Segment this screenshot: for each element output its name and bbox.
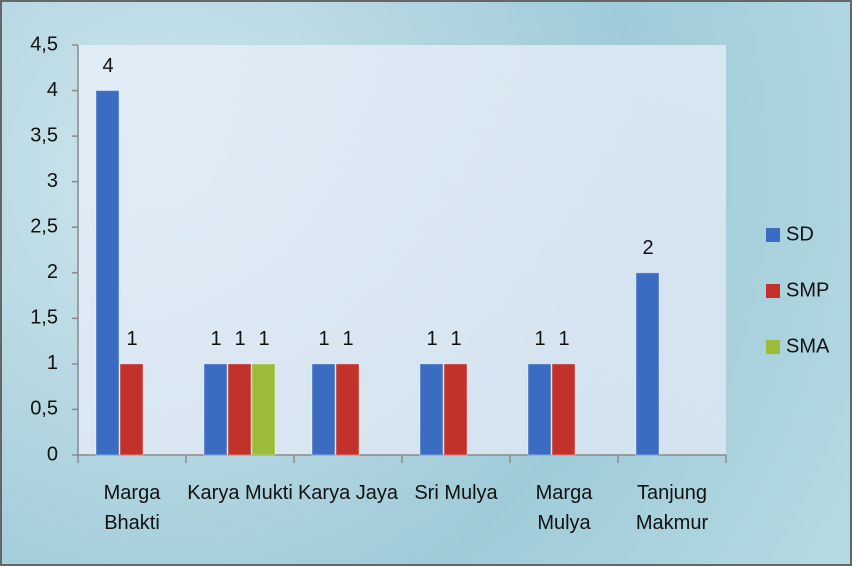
- y-tick-label: 4: [47, 79, 58, 101]
- x-tick-label: Karya Jaya: [297, 482, 399, 504]
- y-tick-label: 0,5: [30, 398, 58, 420]
- data-label: 1: [450, 328, 461, 350]
- bar: [203, 363, 228, 456]
- bar: [443, 363, 468, 456]
- bar: [119, 363, 144, 456]
- data-label: 1: [534, 328, 545, 350]
- data-label: 4: [102, 55, 113, 77]
- x-tick-label: Tanjung Makmur: [635, 482, 709, 534]
- data-label: 1: [234, 328, 245, 350]
- y-tick-label: 4,5: [30, 33, 58, 55]
- data-label: 1: [318, 328, 329, 350]
- bar: [527, 363, 552, 456]
- y-tick-label: 0: [47, 443, 58, 465]
- bar: [251, 363, 276, 456]
- bar: [419, 363, 444, 456]
- x-tick-label: Marga Mulya: [535, 482, 593, 534]
- data-label: 1: [426, 328, 437, 350]
- data-label: 1: [258, 328, 269, 350]
- y-tick-label: 2: [47, 261, 58, 283]
- legend-label: SMP: [786, 279, 829, 301]
- plot-area: [78, 45, 726, 455]
- legend-label: SD: [786, 223, 814, 245]
- bar: [227, 363, 252, 456]
- x-tick-label: Marga Bhakti: [103, 482, 161, 534]
- data-label: 2: [642, 237, 653, 259]
- y-tick-label: 2,5: [30, 216, 58, 238]
- legend-swatch: [766, 228, 780, 242]
- bar: [551, 363, 576, 456]
- bar: [635, 272, 660, 456]
- legend-swatch: [766, 340, 780, 354]
- data-label: 1: [342, 328, 353, 350]
- legend-swatch: [766, 284, 780, 298]
- y-tick-label: 1,5: [30, 307, 58, 329]
- data-label: 1: [558, 328, 569, 350]
- data-label: 1: [126, 328, 137, 350]
- x-tick-label: Sri Mulya: [414, 482, 498, 504]
- bar: [95, 90, 120, 456]
- y-tick-label: 3: [47, 170, 58, 192]
- bar: [335, 363, 360, 456]
- y-tick-label: 1: [47, 352, 58, 374]
- bar: [311, 363, 336, 456]
- data-label: 1: [210, 328, 221, 350]
- x-tick-label: Karya Mukti: [187, 482, 293, 504]
- legend-label: SMA: [786, 335, 830, 357]
- y-tick-label: 3,5: [30, 124, 58, 146]
